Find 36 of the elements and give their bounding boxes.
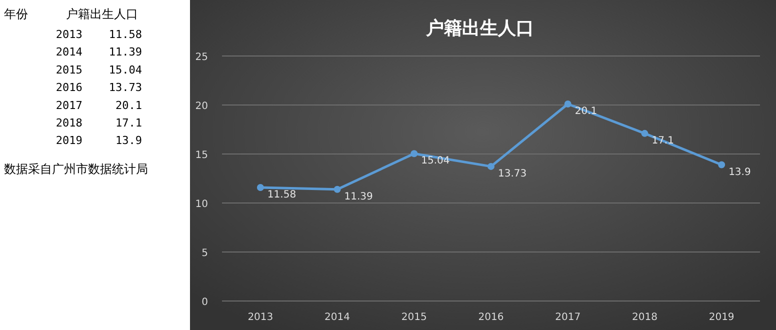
text: 2016 13.73 <box>56 81 142 94</box>
x-tick-label: 2013 <box>248 312 274 323</box>
chart-title: 户籍出生人口 <box>425 18 534 39</box>
point <box>334 186 341 193</box>
point <box>564 100 572 108</box>
text: 2017 20.1 <box>56 98 142 112</box>
y-tick-label: 25 <box>195 52 208 63</box>
y-tick-label: 15 <box>195 150 208 161</box>
x-tick-label: 2016 <box>478 312 504 323</box>
x-tick-label: 2019 <box>708 312 734 323</box>
x-tick-label: 2018 <box>632 312 658 323</box>
y-tick-label: 10 <box>195 199 208 210</box>
text: 2014 11.39 <box>56 46 142 59</box>
point <box>256 184 264 192</box>
y-tick-label: 0 <box>202 297 208 308</box>
text: 年份 <box>4 7 28 21</box>
text: 2015 15.04 <box>56 63 142 76</box>
point <box>641 130 648 137</box>
text: 2018 17.1 <box>56 116 142 130</box>
text: 2013 11.58 <box>56 28 142 41</box>
data-label: 15.04 <box>421 156 450 167</box>
x-tick-label: 2014 <box>324 312 350 323</box>
x-tick-label: 2017 <box>555 312 581 323</box>
y-tick-label: 5 <box>202 248 208 259</box>
data-label: 13.9 <box>728 166 751 178</box>
data-label: 11.39 <box>344 191 373 202</box>
data-label: 13.73 <box>498 168 527 180</box>
text: 户籍出生人口 <box>66 7 138 21</box>
point <box>488 162 494 170</box>
data-label: 11.58 <box>267 190 296 201</box>
text: 2019 13.9 <box>56 134 142 148</box>
text: 数据采自广州市数据统计局 <box>4 162 148 176</box>
y-tick-label: 20 <box>195 101 208 112</box>
point <box>718 161 726 168</box>
x-tick-label: 2015 <box>401 312 427 323</box>
point <box>410 150 418 158</box>
